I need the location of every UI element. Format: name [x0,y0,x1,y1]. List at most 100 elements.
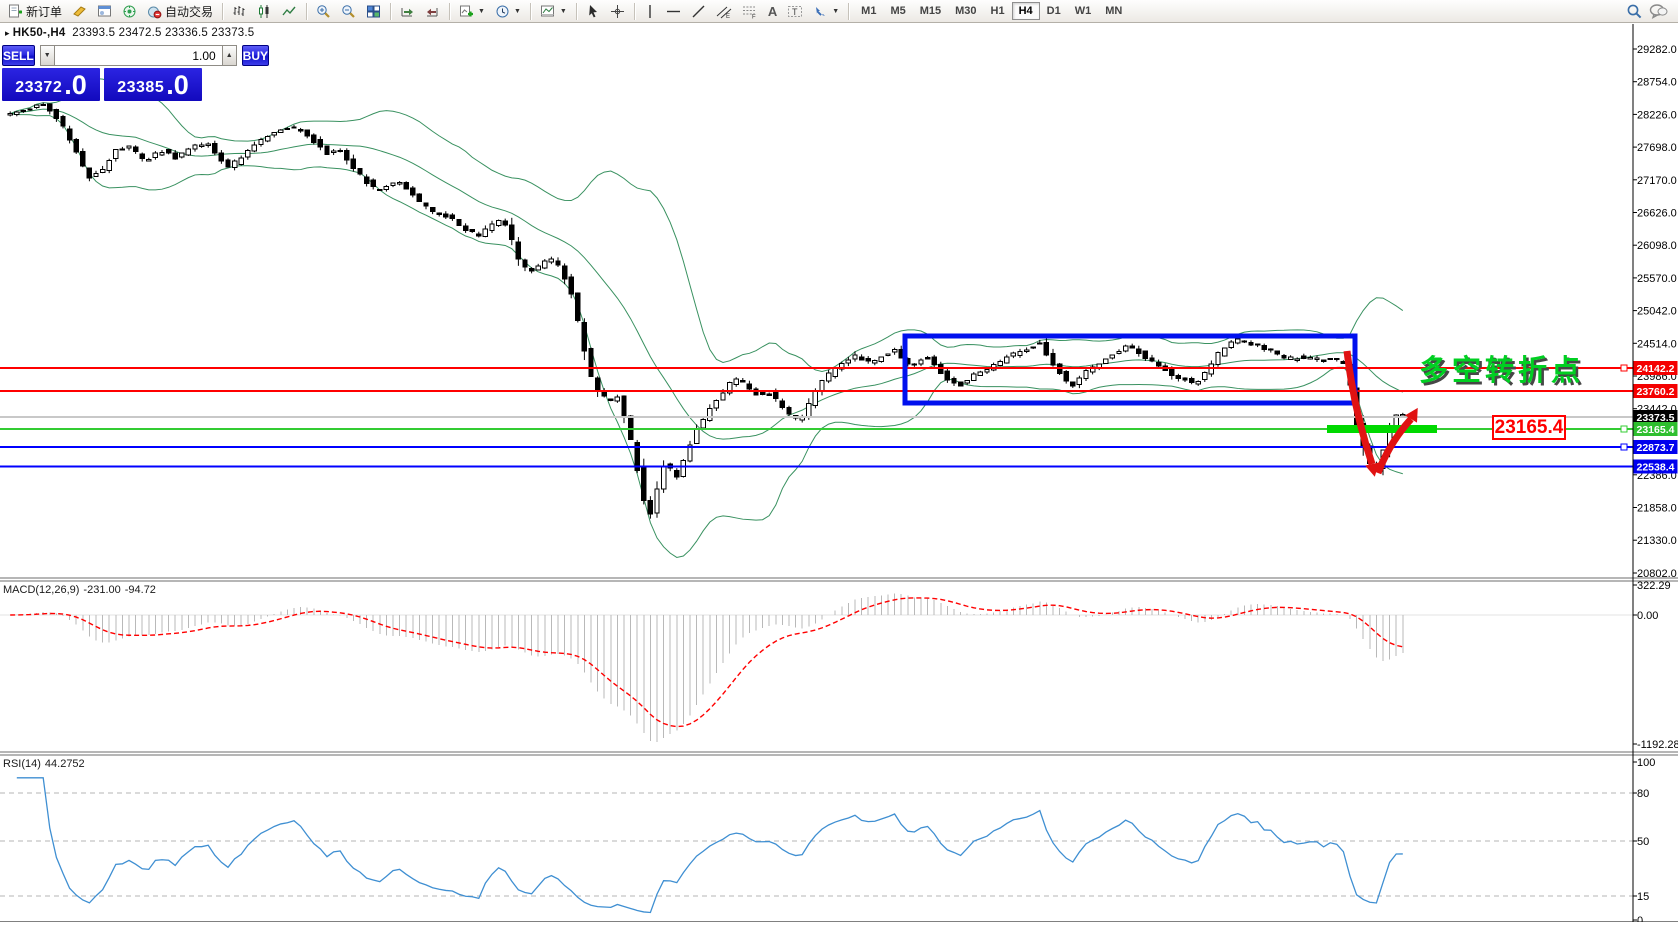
breakdown-arrow[interactable] [1343,350,1379,477]
svg-text:0: 0 [1637,915,1643,922]
svg-text:F: F [752,14,756,19]
candle-chart-icon [257,4,272,19]
new-order-label: 新订单 [26,4,63,19]
svg-text:28754.0: 28754.0 [1637,77,1677,89]
timeframe-button-W1[interactable]: W1 [1074,5,1092,17]
chart-canvas[interactable]: 29282.0 28754.0 28226.0 27698.0 27170.0 26626… [0,0,1678,922]
rsi-indicator [0,777,1633,914]
channel-icon: E [716,4,732,19]
tile-windows-icon [366,4,381,19]
open-value: 23393.5 [72,27,116,39]
svg-text:20802.0: 20802.0 [1637,568,1677,580]
timeframe-button-H4[interactable]: H4 [1011,2,1040,20]
chart-ohlc-title: ▸ HK50-,H4 23393.5 23472.5 23336.5 23373.… [5,27,254,39]
volume-input[interactable] [54,45,222,66]
candle-chart-mode-button[interactable] [253,1,276,21]
chart-marker-icon: ▸ [5,28,10,38]
timeframe-button-M5[interactable]: M5 [890,5,906,17]
sell-price-main: 23372 [15,79,63,96]
dropdown-caret-icon: ▼ [559,7,567,15]
consolidation-rectangle[interactable] [902,333,1358,406]
crosshair-button[interactable] [606,1,629,21]
svg-text:21330.0: 21330.0 [1637,535,1677,547]
new-chart-button[interactable]: ▼ [455,1,489,21]
macd-label: MACD(12,26,9) -231.00 -94.72 [3,584,160,596]
search-icon[interactable] [1626,3,1643,20]
timeframe-toolbar: M1 M5 M15 M30 H1 H4 D1 W1 MN [854,2,1129,20]
buy-price-main: 23385 [117,79,165,96]
rsi-value: 44.2752 [44,758,85,770]
axes: 29282.0 28754.0 28226.0 27698.0 27170.0 26626… [0,24,1678,922]
trendline-button[interactable] [687,1,710,21]
rsi-name: RSI(14) [3,758,41,770]
text-label-button[interactable]: T [783,1,807,21]
svg-text:28226.0: 28226.0 [1637,109,1677,121]
auto-scroll-button[interactable] [421,1,444,21]
svg-text:24142.2: 24142.2 [1637,363,1675,375]
templates-button[interactable]: ▼ [536,1,571,21]
horizontal-line-button[interactable] [662,1,685,21]
zoom-in-button[interactable] [312,1,335,21]
buy-button[interactable]: BUY [241,45,270,66]
line-chart-mode-button[interactable] [278,1,301,21]
low-value: 23336.5 [165,27,209,39]
shift-end-button[interactable] [396,1,419,21]
timeframe-button-M30[interactable]: M30 [955,5,977,17]
sell-button[interactable]: SELL [2,45,35,66]
buy-price-button[interactable]: 23385 .0 [104,68,202,101]
svg-text:29282.0: 29282.0 [1637,44,1677,56]
text-label-icon: T [787,4,803,19]
new-chart-icon [459,4,474,19]
periods-button[interactable]: ▼ [491,1,525,21]
market-watch-button[interactable] [68,1,91,21]
svg-text:25570.0: 25570.0 [1637,273,1677,285]
navigator-button[interactable] [118,1,141,21]
support-bar[interactable] [1327,425,1437,433]
svg-text:-1192.28: -1192.28 [1637,739,1678,751]
trendline-icon [691,4,706,19]
turning-point-annotation[interactable]: 多空转折点 [1419,355,1585,387]
bar-chart-mode-button[interactable] [228,1,251,21]
toolbar-separator [390,2,392,20]
svg-text:50: 50 [1637,836,1649,848]
autotrading-icon [147,4,162,19]
zoom-in-icon [316,4,331,19]
community-icon[interactable] [1649,3,1668,19]
autotrading-button[interactable]: 自动交易 [143,1,217,21]
clock-icon [495,4,510,19]
vertical-line-button[interactable] [640,1,660,21]
new-order-icon [8,4,23,19]
one-click-trading-panel: SELL ▼ ▲ BUY 23372 .0 23385 .0 [2,45,270,101]
timeframe-button-MN[interactable]: MN [1105,5,1123,17]
rebound-arrow[interactable] [1374,407,1418,475]
timeframe-button-M15[interactable]: M15 [919,5,942,17]
text-button[interactable]: A [767,3,778,19]
fibonacci-icon: F [742,4,758,19]
new-order-button[interactable]: 新订单 [4,1,66,21]
timeframe-button-M1[interactable]: M1 [861,5,877,17]
equidistant-channel-button[interactable]: E [712,1,736,21]
crosshair-icon [610,4,625,19]
support-price-annotation[interactable]: 23165.4 [1492,415,1566,440]
horizontal-line-icon [666,4,681,19]
fibonacci-button[interactable]: F [738,1,762,21]
arrows-icon [813,4,828,19]
timeframe-button-D1[interactable]: D1 [1046,5,1061,17]
sell-price-button[interactable]: 23372 .0 [2,68,100,101]
cursor-icon [586,4,600,19]
volume-up-button[interactable]: ▲ [221,45,237,66]
timeframe-button-H1[interactable]: H1 [990,5,1005,17]
data-window-button[interactable] [93,1,116,21]
svg-text:322.29: 322.29 [1637,580,1671,592]
volume-down-button[interactable]: ▼ [39,45,55,66]
svg-text:E: E [726,14,730,19]
cursor-button[interactable] [582,1,604,21]
template-icon [540,4,556,19]
line-chart-icon [282,4,297,19]
tile-windows-button[interactable] [362,1,385,21]
svg-text:25042.0: 25042.0 [1637,306,1677,318]
zoom-out-button[interactable] [337,1,360,21]
svg-text:27698.0: 27698.0 [1637,142,1677,154]
arrows-button[interactable]: ▼ [809,1,843,21]
